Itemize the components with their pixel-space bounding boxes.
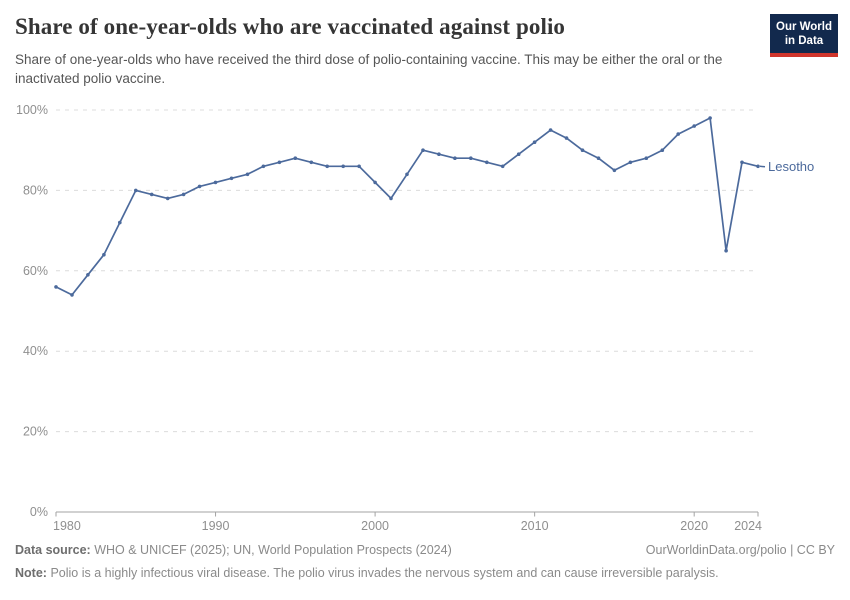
data-point-2001[interactable]	[389, 196, 393, 201]
data-point-2018[interactable]	[660, 148, 665, 152]
y-axis-label-40: 40%	[23, 344, 48, 358]
data-point-2022[interactable]	[724, 248, 728, 253]
data-point-2002[interactable]	[405, 172, 409, 177]
data-point-1986[interactable]	[149, 192, 154, 197]
note-text: Polio is a highly infectious viral disea…	[50, 566, 719, 581]
data-point-2000[interactable]	[373, 180, 377, 185]
data-point-2013[interactable]	[580, 148, 585, 152]
chart-footer: Data source: WHO & UNICEF (2025); UN, Wo…	[15, 541, 835, 582]
owid-logo[interactable]: Our World in Data	[770, 14, 838, 58]
data-point-1989[interactable]	[197, 184, 202, 189]
data-point-2023[interactable]	[740, 160, 744, 165]
y-axis-label-100: 100%	[16, 103, 48, 117]
line-chart: 0% 20% 40% 60% 80% 100% 1980 1990 2000 2010 2020 20…	[16, 103, 814, 533]
data-point-1988[interactable]	[181, 192, 186, 197]
data-point-2009[interactable]	[516, 152, 521, 156]
data-point-2008[interactable]	[500, 164, 505, 169]
data-point-1997[interactable]	[325, 164, 330, 169]
data-point-1984[interactable]	[118, 220, 122, 225]
x-axis-label-2024: 2024	[734, 519, 762, 533]
data-point-2019[interactable]	[676, 132, 680, 136]
x-axis-label-2000: 2000	[361, 519, 389, 533]
data-point-2006[interactable]	[469, 156, 473, 160]
data-point-1987[interactable]	[165, 196, 170, 201]
data-point-2003[interactable]	[421, 148, 425, 152]
y-axis-label-0: 0%	[30, 505, 48, 519]
logo-red-stripe	[770, 53, 838, 58]
entity-label-connector	[759, 165, 766, 168]
data-point-1996[interactable]	[309, 160, 314, 165]
data-point-1999[interactable]	[357, 164, 361, 169]
data-source-line: Data source: WHO & UNICEF (2025); UN, Wo…	[15, 541, 452, 559]
data-point-1998[interactable]	[341, 164, 346, 169]
chart-subtitle: Share of one-year-olds who have received…	[15, 52, 723, 86]
data-point-2012[interactable]	[564, 136, 569, 140]
data-point-2004[interactable]	[437, 152, 441, 156]
logo-line-2: in Data	[784, 35, 824, 48]
data-point-2011[interactable]	[548, 128, 553, 132]
logo-line-1: Our World	[776, 21, 833, 33]
data-source-text: WHO & UNICEF (2025); UN, World Populatio…	[94, 543, 452, 557]
y-axis-label-60: 60%	[23, 264, 48, 278]
data-point-2010[interactable]	[532, 140, 537, 144]
data-point-1990[interactable]	[213, 180, 218, 185]
data-point-2014[interactable]	[596, 156, 601, 160]
x-axis-label-1980: 1980	[53, 519, 81, 533]
lesotho-line[interactable]	[55, 117, 759, 296]
data-point-1983[interactable]	[102, 252, 106, 257]
note-label: Note:	[15, 566, 47, 581]
data-point-1995[interactable]	[293, 156, 298, 160]
data-point-1992[interactable]	[245, 172, 250, 177]
data-point-1993[interactable]	[261, 164, 266, 169]
attribution-link[interactable]: OurWorldinData.org/polio | CC BY	[645, 543, 835, 557]
note-line: Note: Polio is a highly infectious viral…	[15, 564, 835, 582]
data-point-2015[interactable]	[612, 168, 617, 173]
data-point-2017[interactable]	[644, 156, 649, 160]
entity-label-lesotho[interactable]: Lesotho	[768, 159, 814, 174]
data-point-2016[interactable]	[628, 160, 633, 165]
data-point-1985[interactable]	[134, 188, 138, 193]
data-point-1982[interactable]	[86, 273, 90, 277]
data-point-2024[interactable]	[756, 164, 760, 169]
data-point-1991[interactable]	[229, 176, 234, 181]
x-axis-label-2010: 2010	[521, 519, 549, 533]
data-point-1981[interactable]	[70, 293, 74, 297]
data-point-2020[interactable]	[692, 124, 696, 128]
x-axis-label-1990: 1990	[202, 519, 230, 533]
data-point-2021[interactable]	[708, 116, 712, 120]
data-point-2005[interactable]	[453, 156, 457, 160]
y-axis-label-80: 80%	[23, 183, 48, 197]
data-point-1994[interactable]	[277, 160, 282, 165]
data-point-1980[interactable]	[54, 285, 58, 289]
y-axis-label-20: 20%	[23, 425, 48, 439]
page-title: Share of one-year-olds who are vaccinate…	[15, 14, 566, 39]
data-point-2007[interactable]	[485, 160, 489, 165]
x-axis-label-2020: 2020	[680, 519, 708, 533]
data-source-label: Data source:	[15, 543, 91, 557]
